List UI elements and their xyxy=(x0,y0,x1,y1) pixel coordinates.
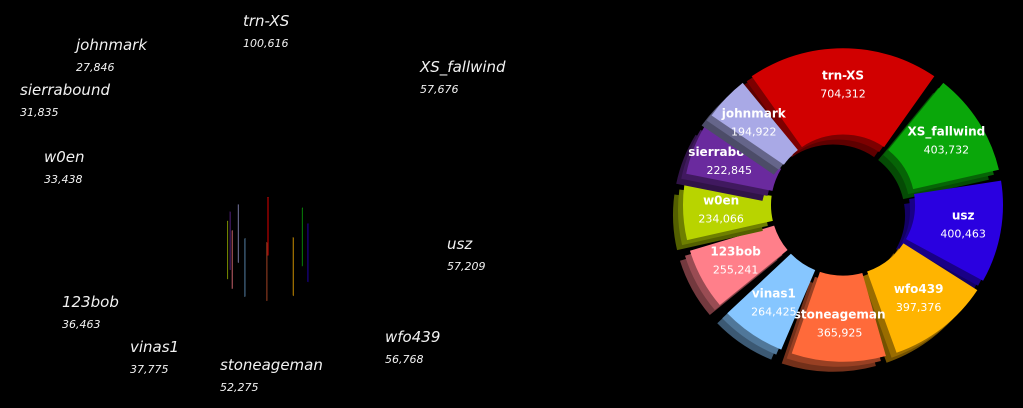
segment-value: 365,925 xyxy=(817,327,863,340)
donut-segment-trn-xs xyxy=(741,48,935,158)
slice-value: 57,209 xyxy=(447,260,486,273)
slice-value: 36,463 xyxy=(62,318,101,331)
segment-name: wfo439 xyxy=(894,282,944,296)
pie-slice-johnmark xyxy=(237,204,239,263)
donut-chart: trn-XS 704,312 XS_fallwind 403,732 usz 400,46… xyxy=(673,48,1003,372)
segment-name: usz xyxy=(952,209,975,223)
pie-slice-stoneageman xyxy=(266,241,268,301)
slice-value: 52,275 xyxy=(220,381,259,394)
donut-label-stoneageman: stoneageman 365,925 xyxy=(794,308,886,340)
donut-segment-sierrabound xyxy=(676,124,782,201)
slice-value: 37,775 xyxy=(130,363,169,376)
slice-name: 123bob xyxy=(62,293,119,311)
donut-segment-johnmark xyxy=(701,82,798,175)
segment-name: trn-XS xyxy=(822,68,864,82)
slice-name: usz xyxy=(447,235,473,253)
slice-value: 57,676 xyxy=(420,83,459,96)
label-johnmark: johnmark 27,846 xyxy=(74,36,148,74)
label-stoneageman: stoneageman 52,275 xyxy=(220,356,323,394)
donut-label-w0en: w0en 234,066 xyxy=(698,194,744,226)
segment-value: 234,066 xyxy=(698,213,744,226)
label-xs-fallwind: XS_fallwind 57,676 xyxy=(419,58,506,96)
segment-value: 222,845 xyxy=(706,164,752,177)
donut-segment-wfo439 xyxy=(857,243,978,363)
slice-name: w0en xyxy=(44,148,85,166)
segment-name: stoneageman xyxy=(794,308,886,322)
label-usz: usz 57,209 xyxy=(447,235,486,273)
donut-label-johnmark: johnmark 194,922 xyxy=(721,106,787,138)
pie-slice-xs-fallwind xyxy=(301,207,303,267)
slice-value: 31,835 xyxy=(20,106,59,119)
segment-name: johnmark xyxy=(721,106,787,120)
slice-name: stoneageman xyxy=(220,356,323,374)
slice-name: wfo439 xyxy=(385,328,440,346)
slice-value: 56,768 xyxy=(385,353,424,366)
exploded-pie-chart: trn-XS 100,616 XS_fallwind 57,676 usz 57,209 w… xyxy=(20,12,506,394)
segment-value: 704,312 xyxy=(820,87,866,100)
pie-slice-vinas1 xyxy=(244,238,246,298)
donut-label-usz: usz 400,463 xyxy=(940,209,986,241)
segment-value: 397,376 xyxy=(896,301,942,314)
label-wfo439: wfo439 56,768 xyxy=(385,328,440,366)
segment-value: 403,732 xyxy=(924,144,970,157)
segment-value: 264,425 xyxy=(751,306,797,319)
segment-value: 255,241 xyxy=(713,264,759,277)
donut-label-xs-fallwind: XS_fallwind 403,732 xyxy=(907,125,985,157)
slice-name: sierrabound xyxy=(20,81,110,99)
donut-label-wfo439: wfo439 397,376 xyxy=(894,282,944,314)
slice-value: 100,616 xyxy=(243,37,289,50)
donut-label-123bob: 123bob 255,241 xyxy=(710,245,761,277)
slice-value: 27,846 xyxy=(76,61,115,74)
slice-name: vinas1 xyxy=(130,338,179,356)
label-sierrabound: sierrabound 31,835 xyxy=(20,81,110,119)
pie-slice-w0en xyxy=(227,220,229,280)
label-123bob: 123bob 36,463 xyxy=(62,293,119,331)
segment-name: w0en xyxy=(703,194,739,208)
donut-label-trn-xs: trn-XS 704,312 xyxy=(820,68,866,100)
donut-segment-123bob xyxy=(679,225,788,316)
slice-name: trn-XS xyxy=(243,12,290,30)
slice-value: 33,438 xyxy=(44,173,83,186)
pie-slice-123bob xyxy=(231,230,233,290)
slice-name: XS_fallwind xyxy=(419,58,506,77)
pie-slice-wfo439 xyxy=(292,237,294,297)
pie-slice-trn-xs xyxy=(267,197,269,256)
segment-name: 123bob xyxy=(710,245,761,259)
donut-segment-vinas1 xyxy=(717,253,816,360)
pie-slice-usz xyxy=(307,223,309,283)
segment-value: 400,463 xyxy=(940,228,986,241)
donut-segment-stoneageman xyxy=(781,271,886,372)
donut-label-vinas1: vinas1 264,425 xyxy=(751,287,797,319)
donut-segment-xs-fallwind xyxy=(878,82,999,200)
segment-value: 194,922 xyxy=(731,125,777,138)
segment-name: vinas1 xyxy=(752,287,796,301)
label-w0en: w0en 33,438 xyxy=(44,148,85,186)
segment-name: XS_fallwind xyxy=(907,125,985,140)
label-trn-xs: trn-XS 100,616 xyxy=(243,12,290,50)
slice-name: johnmark xyxy=(74,36,148,54)
label-vinas1: vinas1 37,775 xyxy=(130,338,179,376)
donut-segment-usz xyxy=(896,180,1003,291)
pie-slice-sierrabound xyxy=(229,211,231,271)
